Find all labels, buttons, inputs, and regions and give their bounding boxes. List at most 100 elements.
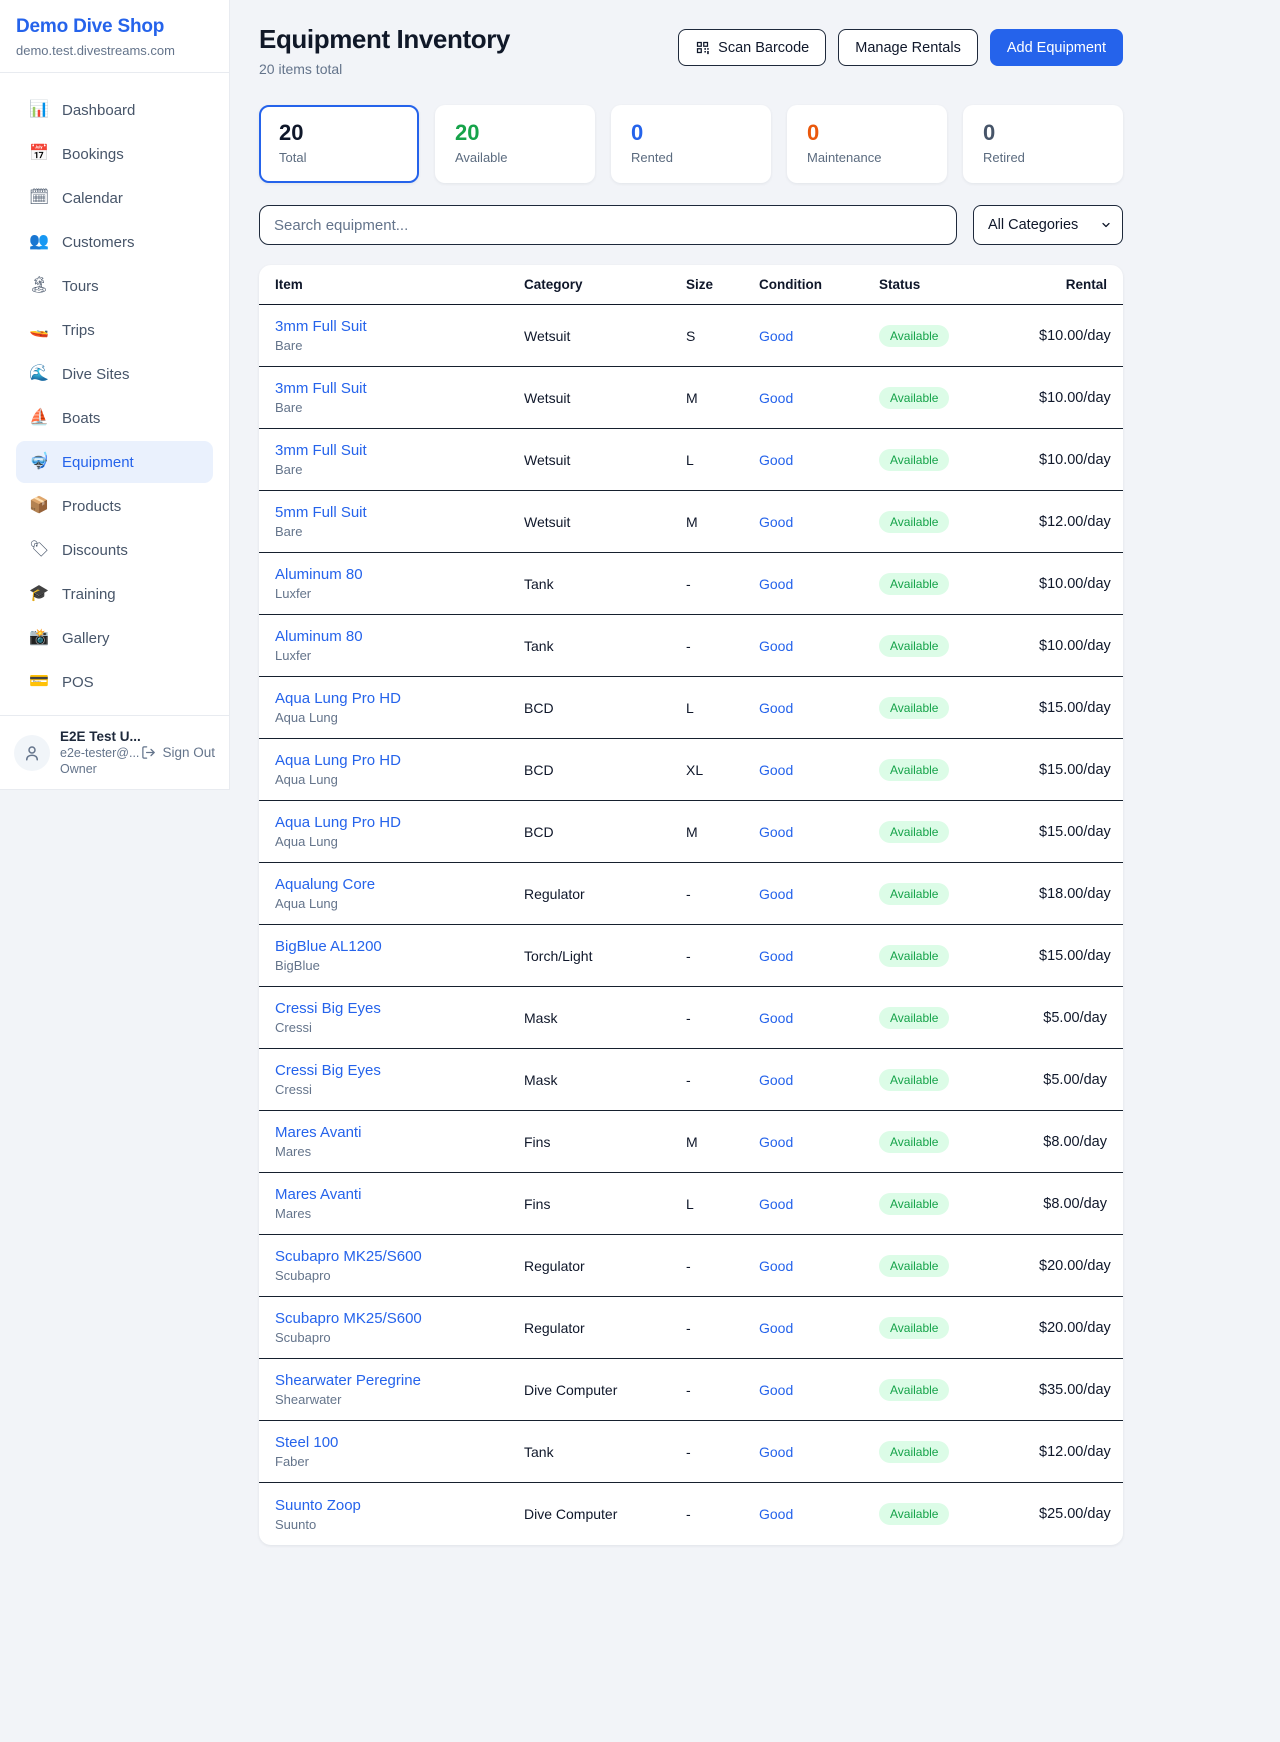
condition-link[interactable]: Good — [759, 1009, 794, 1026]
item-link[interactable]: Cressi Big Eyes — [275, 1000, 381, 1017]
manage-rentals-button[interactable]: Manage Rentals — [838, 29, 978, 66]
item-link[interactable]: Steel 100 — [275, 1434, 339, 1451]
stat-card-maintenance[interactable]: 0 Maintenance — [787, 105, 947, 183]
table-row[interactable]: BigBlue AL1200 BigBlue Torch/Light - Goo… — [259, 925, 1123, 987]
category-cell: Regulator — [524, 1257, 585, 1274]
item-link[interactable]: Aluminum 80 — [275, 628, 363, 645]
col-category: Category — [524, 277, 583, 292]
sidebar-item-trips[interactable]: 🚤 Trips — [16, 309, 213, 351]
item-link[interactable]: Mares Avanti — [275, 1124, 362, 1141]
item-link[interactable]: Scubapro MK25/S600 — [275, 1310, 422, 1327]
table-row[interactable]: 5mm Full Suit Bare Wetsuit M Good Availa… — [259, 491, 1123, 553]
sidebar-item-equipment[interactable]: 🤿 Equipment — [16, 441, 213, 483]
sidebar-item-calendar[interactable]: 🗓 Calendar — [16, 177, 213, 219]
table-row[interactable]: Aluminum 80 Luxfer Tank - Good Available… — [259, 553, 1123, 615]
sidebar-item-label: Equipment — [62, 453, 134, 471]
item-link[interactable]: 3mm Full Suit — [275, 318, 367, 335]
item-link[interactable]: BigBlue AL1200 — [275, 938, 382, 955]
table-row[interactable]: Steel 100 Faber Tank - Good Available $1… — [259, 1421, 1123, 1483]
stat-card-retired[interactable]: 0 Retired — [963, 105, 1123, 183]
item-link[interactable]: Shearwater Peregrine — [275, 1372, 421, 1389]
item-link[interactable]: Aqua Lung Pro HD — [275, 690, 401, 707]
condition-link[interactable]: Good — [759, 327, 794, 344]
item-link[interactable]: 5mm Full Suit — [275, 504, 367, 521]
item-link[interactable]: Aluminum 80 — [275, 566, 363, 583]
condition-link[interactable]: Good — [759, 575, 794, 592]
category-cell: Mask — [524, 1009, 558, 1026]
item-link[interactable]: Mares Avanti — [275, 1186, 362, 1203]
condition-link[interactable]: Good — [759, 389, 794, 406]
item-link[interactable]: Suunto Zoop — [275, 1496, 361, 1514]
sidebar-item-customers[interactable]: 👥 Customers — [16, 221, 213, 263]
condition-link[interactable]: Good — [759, 1257, 794, 1274]
sidebar-item-dive-sites[interactable]: 🌊 Dive Sites — [16, 353, 213, 395]
spiral-calendar-icon: 🗓 — [29, 189, 50, 206]
scan-barcode-button[interactable]: Scan Barcode — [678, 29, 827, 66]
condition-link[interactable]: Good — [759, 1195, 794, 1212]
condition-link[interactable]: Good — [759, 1071, 794, 1088]
table-row[interactable]: Aqua Lung Pro HD Aqua Lung BCD XL Good A… — [259, 739, 1123, 801]
table-row[interactable]: Aqua Lung Pro HD Aqua Lung BCD L Good Av… — [259, 677, 1123, 739]
table-row[interactable]: Suunto Zoop Suunto Dive Computer - Good … — [259, 1483, 1123, 1545]
table-row[interactable]: Aqualung Core Aqua Lung Regulator - Good… — [259, 863, 1123, 925]
condition-link[interactable]: Good — [759, 823, 794, 840]
sidebar-item-tours[interactable]: 🏝 Tours — [16, 265, 213, 307]
sidebar-item-gallery[interactable]: 📸 Gallery — [16, 617, 213, 659]
condition-link[interactable]: Good — [759, 885, 794, 902]
item-link[interactable]: Aqua Lung Pro HD — [275, 814, 401, 831]
item-link[interactable]: Scubapro MK25/S600 — [275, 1248, 422, 1265]
sidebar-item-training[interactable]: 🎓 Training — [16, 573, 213, 615]
rental-cell: $20.00/day — [1039, 1319, 1111, 1336]
stat-card-rented[interactable]: 0 Rented — [611, 105, 771, 183]
sidebar-item-discounts[interactable]: 🏷 Discounts — [16, 529, 213, 571]
condition-link[interactable]: Good — [759, 1443, 794, 1460]
rental-cell: $8.00/day — [1043, 1133, 1107, 1150]
item-link[interactable]: 3mm Full Suit — [275, 442, 367, 459]
condition-link[interactable]: Good — [759, 637, 794, 654]
table-row[interactable]: Shearwater Peregrine Shearwater Dive Com… — [259, 1359, 1123, 1421]
condition-link[interactable]: Good — [759, 699, 794, 716]
sidebar-item-products[interactable]: 📦 Products — [16, 485, 213, 527]
diving-mask-icon: 🤿 — [29, 453, 49, 470]
condition-link[interactable]: Good — [759, 1506, 794, 1522]
item-link[interactable]: Aqualung Core — [275, 876, 376, 893]
condition-link[interactable]: Good — [759, 1133, 794, 1150]
sidebar-item-pos[interactable]: 💳 POS — [16, 661, 213, 703]
add-equipment-button[interactable]: Add Equipment — [989, 29, 1123, 66]
condition-link[interactable]: Good — [759, 513, 794, 530]
category-select[interactable]: All Categories — [973, 205, 1123, 245]
condition-link[interactable]: Good — [759, 451, 794, 468]
table-row[interactable]: Scubapro MK25/S600 Scubapro Regulator - … — [259, 1235, 1123, 1297]
sidebar-item-dashboard[interactable]: 📊 Dashboard — [16, 89, 213, 131]
table-row[interactable]: 3mm Full Suit Bare Wetsuit M Good Availa… — [259, 367, 1123, 429]
brand-title[interactable]: Demo Dive Shop — [16, 16, 165, 37]
sign-out-button[interactable]: Sign Out — [141, 745, 215, 760]
stat-card-available[interactable]: 20 Available — [435, 105, 595, 183]
status-badge: Available — [879, 1254, 950, 1277]
table-row[interactable]: Mares Avanti Mares Fins L Good Available… — [259, 1173, 1123, 1235]
table-row[interactable]: 3mm Full Suit Bare Wetsuit S Good Availa… — [259, 305, 1123, 367]
table-row[interactable]: Aqua Lung Pro HD Aqua Lung BCD M Good Av… — [259, 801, 1123, 863]
sailboat-icon: ⛵ — [29, 409, 49, 426]
table-row[interactable]: Cressi Big Eyes Cressi Mask - Good Avail… — [259, 1049, 1123, 1111]
condition-link[interactable]: Good — [759, 1319, 794, 1336]
sidebar-item-bookings[interactable]: 📅 Bookings — [16, 133, 213, 175]
table-row[interactable]: 3mm Full Suit Bare Wetsuit L Good Availa… — [259, 429, 1123, 491]
condition-link[interactable]: Good — [759, 1381, 794, 1398]
item-link[interactable]: Cressi Big Eyes — [275, 1062, 381, 1079]
category-cell: Dive Computer — [524, 1506, 618, 1522]
item-link[interactable]: 3mm Full Suit — [275, 380, 367, 397]
table-row[interactable]: Cressi Big Eyes Cressi Mask - Good Avail… — [259, 987, 1123, 1049]
stat-card-total[interactable]: 20 Total — [259, 105, 419, 183]
sidebar-item-boats[interactable]: ⛵ Boats — [16, 397, 213, 439]
size-cell: - — [686, 1009, 691, 1026]
search-input[interactable] — [259, 205, 957, 245]
table-row[interactable]: Scubapro MK25/S600 Scubapro Regulator - … — [259, 1297, 1123, 1359]
condition-link[interactable]: Good — [759, 761, 794, 778]
table-row[interactable]: Mares Avanti Mares Fins M Good Available… — [259, 1111, 1123, 1173]
status-badge: Available — [879, 448, 950, 471]
condition-link[interactable]: Good — [759, 947, 794, 964]
item-link[interactable]: Aqua Lung Pro HD — [275, 752, 401, 769]
table-row[interactable]: Aluminum 80 Luxfer Tank - Good Available… — [259, 615, 1123, 677]
status-badge: Available — [879, 1378, 950, 1401]
